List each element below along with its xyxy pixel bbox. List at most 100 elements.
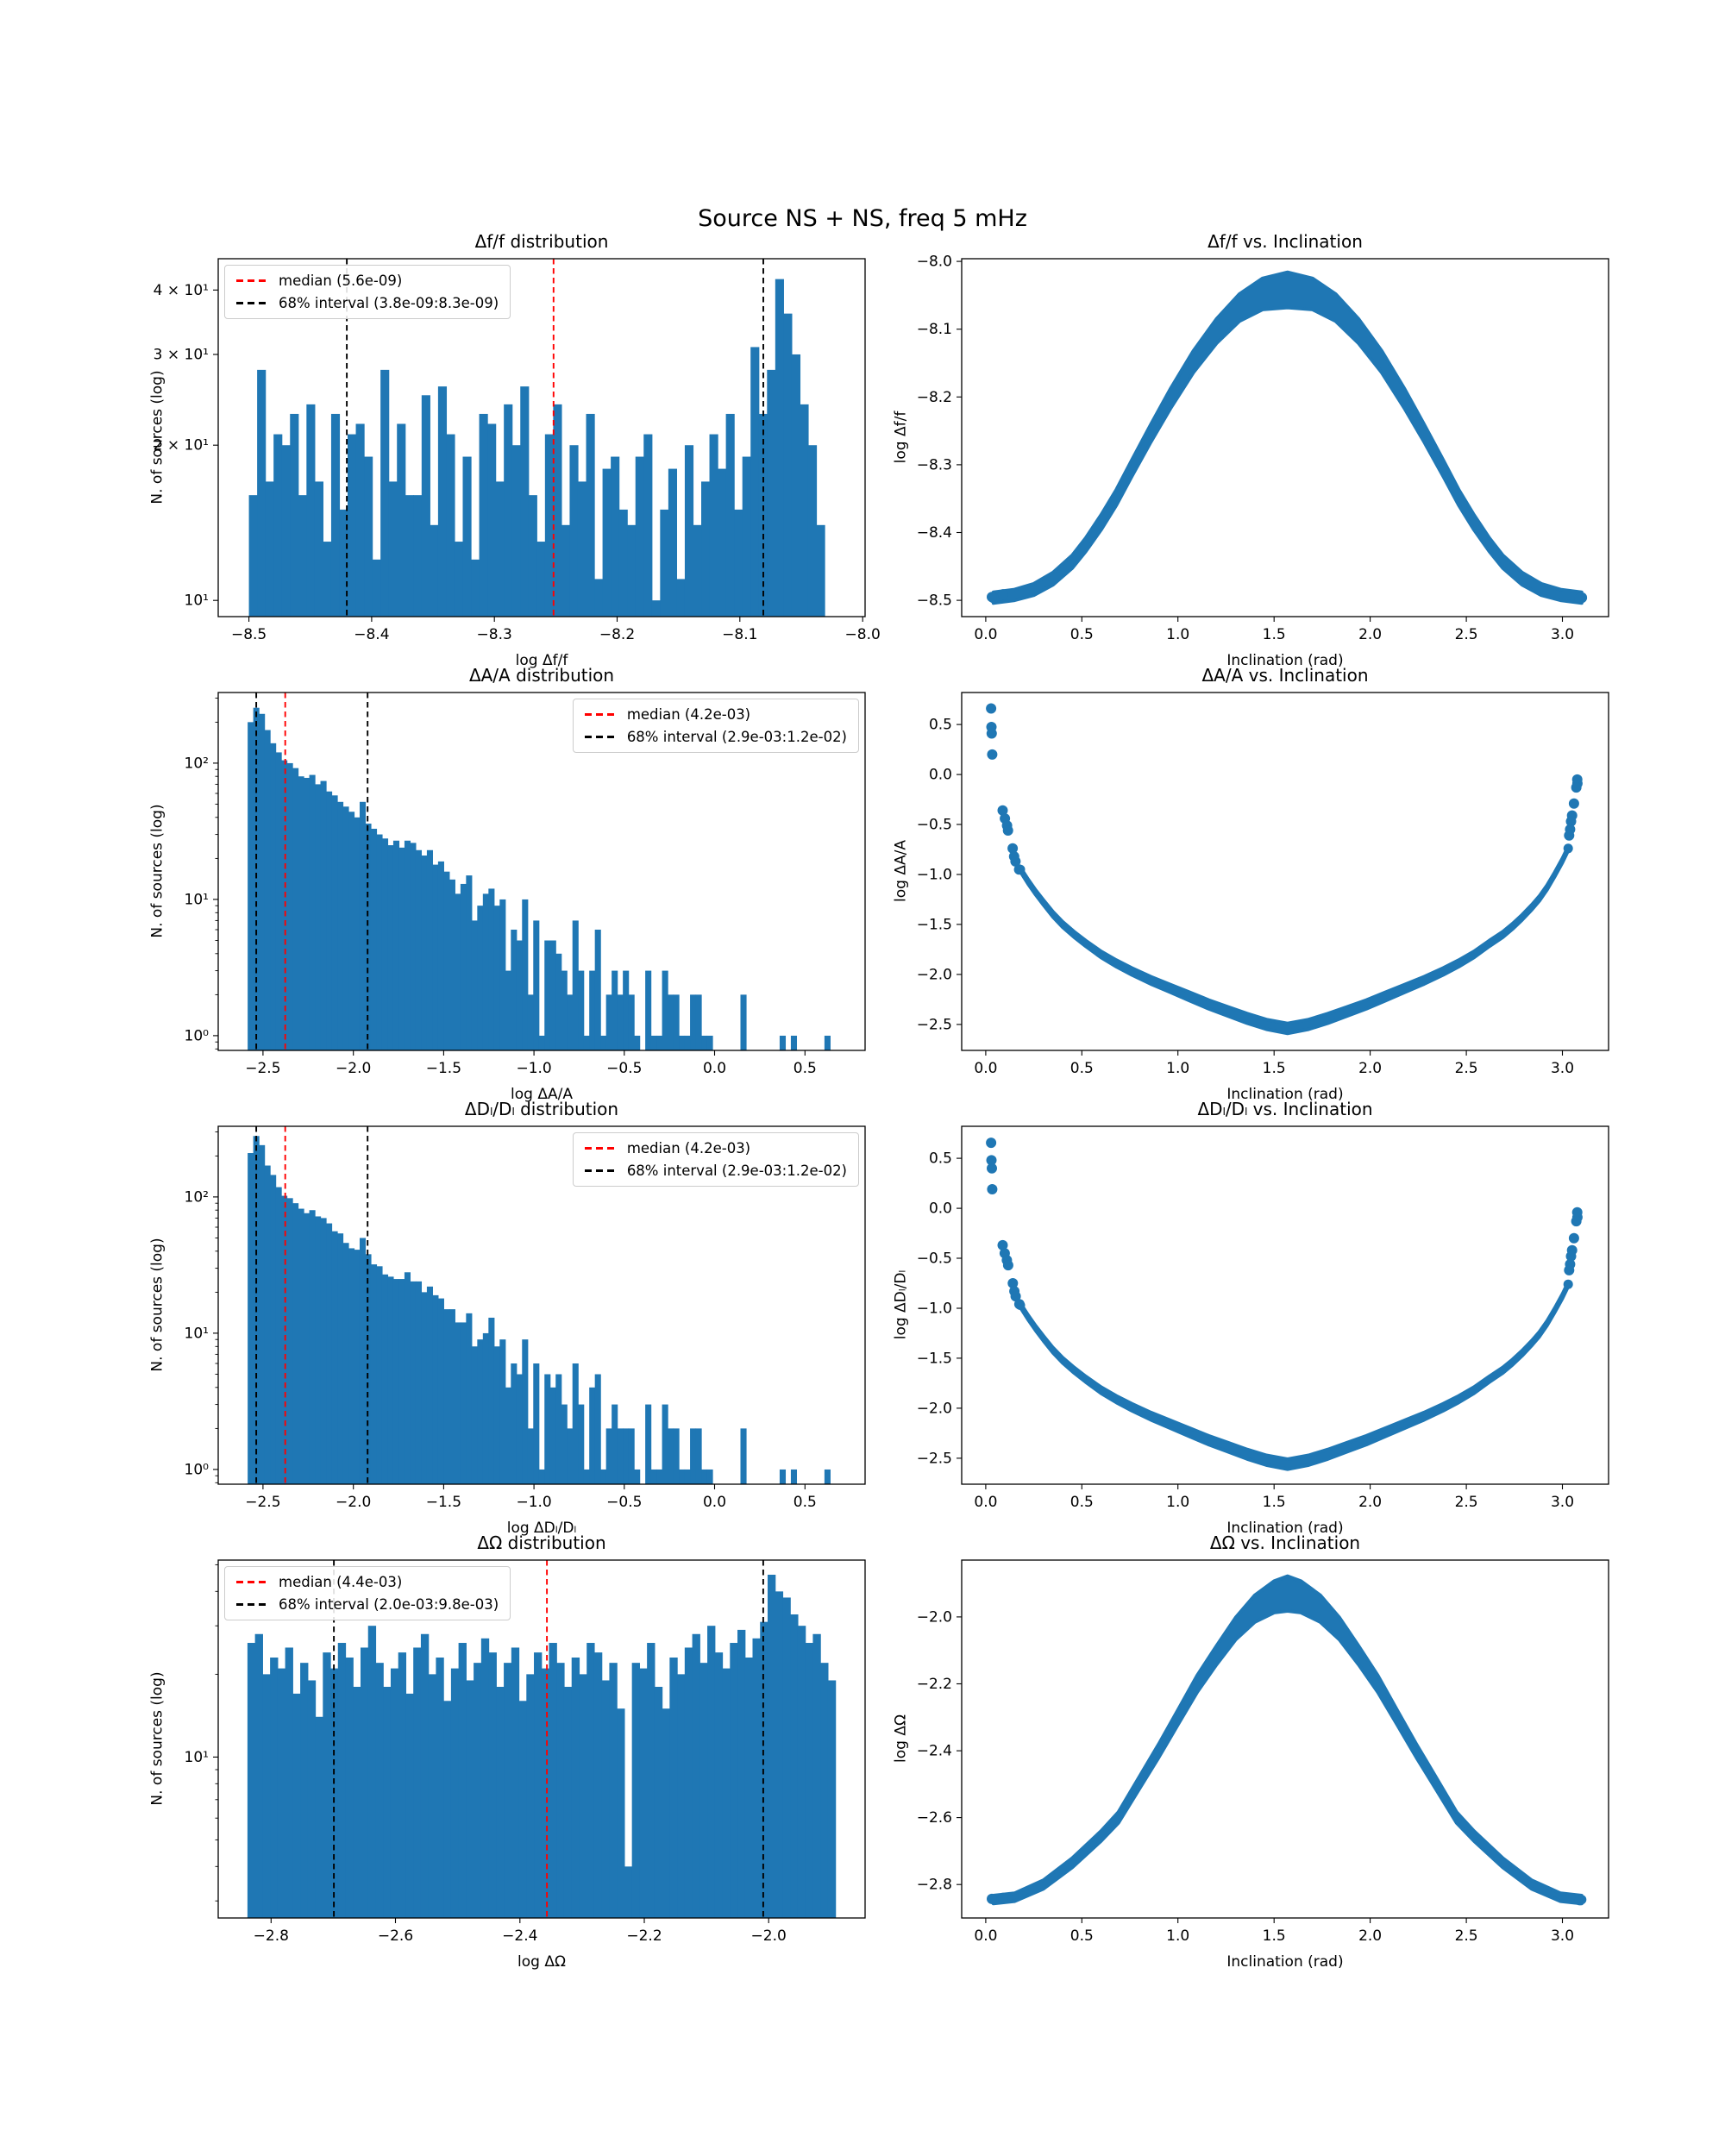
svg-text:2.5: 2.5 [1455, 1494, 1478, 1511]
y-axis-label: N. of sources (log) [148, 804, 166, 938]
legend-label: 68% interval (3.8e-09:8.3e-09) [279, 295, 499, 311]
legend-item-interval: 68% interval (2.9e-03:1.2e-02) [584, 729, 847, 745]
panel-title: ΔΩ vs. Inclination [1209, 1532, 1361, 1553]
legend: median (4.4e-03) 68% interval (2.0e-03:9… [224, 1566, 511, 1620]
svg-text:0.5: 0.5 [1070, 626, 1094, 643]
svg-text:0.5: 0.5 [1070, 1494, 1094, 1511]
svg-text:1.5: 1.5 [1263, 1494, 1286, 1511]
svg-text:−2.0: −2.0 [751, 1927, 787, 1945]
svg-text:−8.0: −8.0 [917, 254, 952, 271]
legend-item-median: median (4.2e-03) [584, 706, 847, 723]
svg-text:1.0: 1.0 [1166, 626, 1189, 643]
svg-text:10¹: 10¹ [185, 592, 209, 610]
svg-text:−1.5: −1.5 [426, 1060, 461, 1077]
legend-label: median (4.4e-03) [279, 1574, 403, 1590]
x-axis-label: log ΔA/A [511, 1086, 573, 1103]
svg-text:0.0: 0.0 [929, 767, 952, 784]
svg-text:−8.2: −8.2 [917, 389, 952, 406]
svg-text:0.5: 0.5 [929, 1150, 952, 1168]
legend-label: 68% interval (2.0e-03:9.8e-03) [279, 1596, 499, 1613]
svg-text:−8.2: −8.2 [599, 626, 635, 643]
svg-text:−8.3: −8.3 [917, 456, 952, 473]
svg-text:1.5: 1.5 [1263, 1060, 1286, 1077]
legend-item-median: median (5.6e-09) [236, 273, 499, 289]
dff-vs-inclination-plot: 0.0 0.5 1.0 1.5 2.0 2.5 3.0 −8.0 −8.1 −8.2 −8.3 −8.… [917, 254, 1609, 643]
daa-distribution-plot: −2.5 −2.0 −1.5 −1.0 −0.5 0.0 0.5 10⁰ 10¹ 10² [185, 692, 866, 1077]
svg-text:4 × 10¹: 4 × 10¹ [154, 282, 209, 299]
dff-vs-inclination-panel: 0.0 0.5 1.0 1.5 2.0 2.5 3.0 −8.0 −8.1 −8.2 −8.3 −8.… [871, 224, 1630, 681]
svg-text:−8.1: −8.1 [722, 626, 757, 643]
x-axis-label: log ΔΩ [518, 1953, 566, 1971]
svg-text:2.0: 2.0 [1358, 626, 1382, 643]
ddl-distribution-panel: −2.5 −2.0 −1.5 −1.0 −0.5 0.0 0.5 10⁰ 10¹ 10² ΔDₗ/… [128, 1092, 887, 1549]
svg-text:−8.0: −8.0 [845, 626, 881, 643]
svg-text:−1.0: −1.0 [516, 1060, 551, 1077]
svg-text:0.0: 0.0 [929, 1200, 952, 1218]
panel-title: ΔΩ distribution [477, 1532, 606, 1553]
legend-label: median (5.6e-09) [279, 273, 403, 289]
panel-title: Δf/f distribution [474, 231, 609, 252]
legend: median (4.2e-03) 68% interval (2.9e-03:1… [572, 1132, 859, 1187]
svg-text:−2.8: −2.8 [254, 1927, 289, 1945]
y-axis-label: log ΔA/A [892, 840, 910, 902]
svg-text:−8.5: −8.5 [231, 626, 267, 643]
svg-text:−2.6: −2.6 [917, 1809, 952, 1827]
legend-item-interval: 68% interval (2.9e-03:1.2e-02) [584, 1163, 847, 1179]
svg-text:−2.4: −2.4 [502, 1927, 537, 1945]
dff-distribution-plot: −8.5 −8.4 −8.3 −8.2 −8.1 −8.0 10¹ 2 × 10¹ 3 × 10… [154, 258, 881, 643]
panel-title: ΔA/A vs. Inclination [1201, 665, 1369, 686]
svg-text:−2.8: −2.8 [917, 1877, 952, 1894]
svg-text:−2.5: −2.5 [245, 1494, 280, 1511]
domega-vs-inclination-plot: 0.0 0.5 1.0 1.5 2.0 2.5 3.0 −2.0 −2.2 −2.4 −2.6 −2.… [917, 1559, 1609, 1945]
x-axis-label: Inclination (rad) [1226, 1520, 1344, 1537]
svg-text:−2.0: −2.0 [917, 1608, 952, 1626]
svg-text:1.0: 1.0 [1166, 1060, 1189, 1077]
legend-item-interval: 68% interval (2.0e-03:9.8e-03) [236, 1596, 499, 1613]
svg-text:−8.4: −8.4 [354, 626, 389, 643]
svg-text:3 × 10¹: 3 × 10¹ [154, 347, 209, 364]
svg-text:−2.2: −2.2 [917, 1676, 952, 1693]
svg-text:10⁰: 10⁰ [185, 1461, 210, 1478]
panel-title: ΔA/A distribution [468, 665, 615, 686]
svg-text:3.0: 3.0 [1551, 1927, 1574, 1945]
panel-title: ΔDₗ/Dₗ vs. Inclination [1197, 1099, 1373, 1119]
panel-title: ΔDₗ/Dₗ distribution [464, 1099, 619, 1119]
svg-text:−2.0: −2.0 [917, 1400, 952, 1417]
legend-label: median (4.2e-03) [626, 1140, 751, 1156]
interval-dash-icon [236, 302, 268, 304]
median-dash-icon [236, 279, 268, 282]
x-axis-label: log ΔDₗ/Dₗ [506, 1520, 577, 1537]
svg-text:−8.5: −8.5 [917, 592, 952, 610]
svg-text:0.5: 0.5 [1070, 1060, 1094, 1077]
svg-text:10¹: 10¹ [185, 1325, 209, 1342]
svg-text:3.0: 3.0 [1551, 626, 1574, 643]
svg-text:−1.0: −1.0 [917, 1300, 952, 1318]
domega-distribution-panel: −2.8 −2.6 −2.4 −2.2 −2.0 10¹ ΔΩ distribution … [128, 1526, 887, 1983]
svg-text:0.5: 0.5 [929, 717, 952, 734]
svg-text:10¹: 10¹ [185, 1749, 209, 1766]
legend-label: 68% interval (2.9e-03:1.2e-02) [626, 1163, 847, 1179]
domega-vs-inclination-panel: 0.0 0.5 1.0 1.5 2.0 2.5 3.0 −2.0 −2.2 −2.4 −2.6 −2.… [871, 1526, 1630, 1983]
svg-text:−8.3: −8.3 [477, 626, 512, 643]
svg-text:1.0: 1.0 [1166, 1927, 1189, 1945]
ddl-vs-inclination-panel: 0.0 0.5 1.0 1.5 2.0 2.5 3.0 0.5 0.0 −0.5 −1.0 −1.5 −… [871, 1092, 1630, 1549]
svg-text:2.5: 2.5 [1455, 1927, 1478, 1945]
legend-item-interval: 68% interval (3.8e-09:8.3e-09) [236, 295, 499, 311]
svg-text:0.5: 0.5 [794, 1494, 817, 1511]
ddl-distribution-plot: −2.5 −2.0 −1.5 −1.0 −0.5 0.0 0.5 10⁰ 10¹ 10² [185, 1125, 866, 1511]
svg-text:−2.4: −2.4 [917, 1743, 952, 1760]
svg-text:1.5: 1.5 [1263, 626, 1286, 643]
x-axis-label: Inclination (rad) [1226, 1086, 1344, 1103]
svg-text:−0.5: −0.5 [917, 1250, 952, 1268]
x-axis-label: Inclination (rad) [1226, 1953, 1344, 1971]
svg-text:−2.6: −2.6 [378, 1927, 413, 1945]
daa-vs-inclination-plot: 0.0 0.5 1.0 1.5 2.0 2.5 3.0 0.5 0.0 −0.5 −1.0 −1.5 −… [917, 692, 1609, 1077]
x-axis-label: Inclination (rad) [1226, 652, 1344, 669]
svg-text:10⁰: 10⁰ [185, 1027, 210, 1044]
svg-text:1.0: 1.0 [1166, 1494, 1189, 1511]
svg-text:−2.2: −2.2 [626, 1927, 662, 1945]
svg-text:3.0: 3.0 [1551, 1494, 1574, 1511]
svg-text:10²: 10² [185, 1188, 209, 1206]
svg-text:−2.0: −2.0 [336, 1060, 371, 1077]
figure-title: Source NS + NS, freq 5 mHz [698, 205, 1027, 232]
